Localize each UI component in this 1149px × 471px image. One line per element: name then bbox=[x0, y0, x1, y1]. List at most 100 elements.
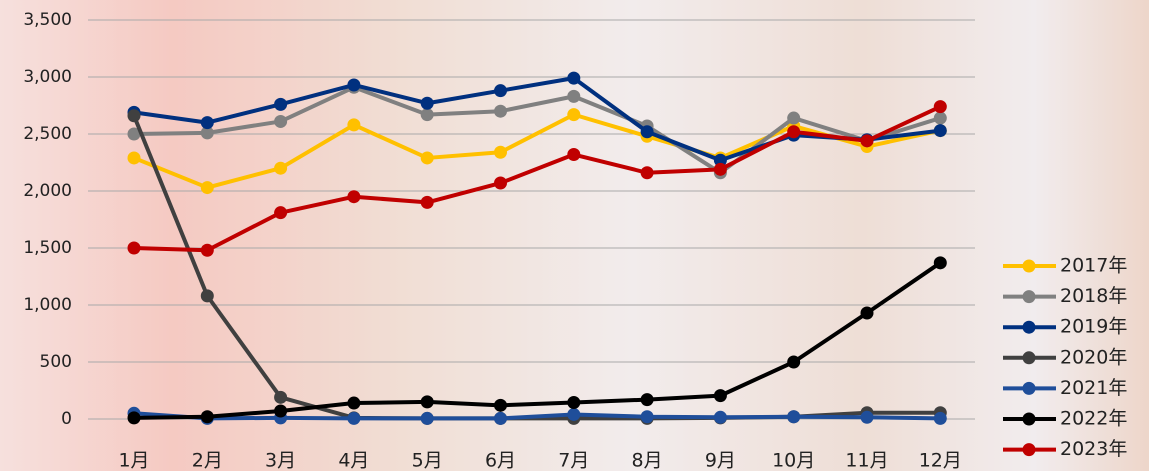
x-tick-label: 7月 bbox=[558, 450, 589, 471]
data-point bbox=[567, 71, 581, 85]
data-point bbox=[933, 124, 947, 138]
legend-label: 2017年 bbox=[1060, 255, 1127, 277]
data-point bbox=[274, 114, 288, 128]
data-point bbox=[347, 396, 361, 410]
data-point bbox=[494, 411, 507, 425]
series-line bbox=[133, 411, 941, 421]
data-point bbox=[347, 190, 361, 204]
series-line bbox=[133, 104, 942, 253]
data-point bbox=[494, 398, 507, 412]
data-point bbox=[127, 109, 141, 123]
data-point bbox=[494, 145, 507, 159]
data-point bbox=[420, 411, 434, 425]
data-point bbox=[494, 176, 507, 190]
data-point bbox=[420, 195, 434, 209]
data-point bbox=[200, 410, 214, 424]
data-point bbox=[127, 411, 141, 425]
data-point bbox=[787, 355, 801, 369]
y-tick-label: 3,000 bbox=[23, 67, 72, 87]
data-point bbox=[567, 395, 581, 409]
data-point bbox=[713, 153, 727, 167]
legend-label: 2023年 bbox=[1060, 438, 1127, 460]
data-point bbox=[200, 116, 214, 130]
x-tick-label: 1月 bbox=[118, 450, 149, 471]
y-tick-label: 3,500 bbox=[23, 10, 72, 30]
data-point bbox=[933, 411, 947, 425]
y-tick-label: 1,500 bbox=[23, 238, 72, 258]
legend-swatch-dot bbox=[1022, 320, 1036, 334]
x-tick-label: 12月 bbox=[919, 450, 962, 471]
series-line bbox=[133, 112, 941, 190]
data-point bbox=[933, 111, 947, 125]
x-tick-label: 9月 bbox=[705, 450, 736, 471]
x-tick-label: 4月 bbox=[338, 450, 369, 471]
data-point bbox=[860, 410, 874, 424]
data-point bbox=[494, 84, 507, 98]
x-tick-label: 6月 bbox=[485, 450, 516, 471]
data-point bbox=[567, 148, 581, 162]
legend-swatch-dot bbox=[1022, 259, 1036, 273]
data-point bbox=[713, 389, 727, 403]
legend-label: 2022年 bbox=[1060, 408, 1127, 430]
x-tick-label: 11月 bbox=[845, 450, 888, 471]
data-point bbox=[567, 89, 581, 103]
data-point bbox=[567, 407, 581, 421]
data-point bbox=[933, 100, 947, 114]
legend-label: 2019年 bbox=[1060, 316, 1127, 338]
data-point bbox=[274, 404, 288, 418]
data-point bbox=[494, 104, 507, 118]
data-point bbox=[420, 151, 434, 165]
data-point bbox=[420, 108, 434, 122]
series-line bbox=[133, 76, 941, 163]
data-point bbox=[347, 78, 361, 92]
series-line bbox=[133, 85, 941, 175]
data-point bbox=[200, 289, 214, 303]
data-point bbox=[127, 241, 141, 255]
data-point bbox=[713, 162, 727, 176]
data-point bbox=[713, 410, 727, 424]
data-point bbox=[567, 108, 581, 122]
x-tick-label: 2月 bbox=[192, 450, 223, 471]
legend-swatch-dot bbox=[1022, 290, 1036, 304]
data-point bbox=[787, 410, 801, 424]
y-tick-label: 2,000 bbox=[23, 181, 72, 201]
x-tick-label: 10月 bbox=[772, 450, 815, 471]
data-point bbox=[127, 151, 141, 165]
data-point bbox=[420, 395, 434, 409]
legend-label: 2018年 bbox=[1060, 285, 1127, 307]
data-point bbox=[347, 118, 361, 132]
series-line bbox=[133, 261, 942, 420]
legend-swatch-dot bbox=[1022, 381, 1036, 395]
legend-label: 2020年 bbox=[1060, 346, 1127, 368]
data-point bbox=[860, 306, 874, 320]
y-tick-label: 0 bbox=[61, 409, 72, 429]
data-point bbox=[640, 410, 654, 424]
data-point bbox=[200, 126, 214, 140]
data-point bbox=[200, 181, 214, 195]
x-tick-label: 3月 bbox=[265, 450, 296, 471]
x-tick-label: 8月 bbox=[632, 450, 663, 471]
data-point bbox=[347, 411, 361, 425]
data-point bbox=[640, 166, 654, 180]
legend-swatch-dot bbox=[1022, 443, 1036, 457]
data-point bbox=[860, 134, 874, 148]
data-point bbox=[274, 161, 288, 175]
data-point bbox=[420, 96, 434, 110]
y-tick-label: 500 bbox=[40, 352, 72, 372]
legend-swatch-dot bbox=[1022, 412, 1036, 426]
y-tick-label: 2,500 bbox=[23, 124, 72, 144]
legend-swatch-dot bbox=[1022, 351, 1036, 365]
x-tick-label: 5月 bbox=[412, 450, 443, 471]
data-point bbox=[787, 125, 801, 139]
data-point bbox=[933, 256, 947, 270]
legend-label: 2021年 bbox=[1060, 377, 1127, 399]
data-point bbox=[640, 393, 654, 407]
data-point bbox=[200, 243, 214, 257]
data-point bbox=[640, 125, 654, 139]
y-tick-label: 1,000 bbox=[23, 295, 72, 315]
data-point bbox=[274, 206, 288, 220]
data-point bbox=[274, 97, 288, 111]
data-point bbox=[127, 127, 141, 141]
data-point bbox=[787, 111, 801, 125]
data-point bbox=[274, 390, 288, 404]
